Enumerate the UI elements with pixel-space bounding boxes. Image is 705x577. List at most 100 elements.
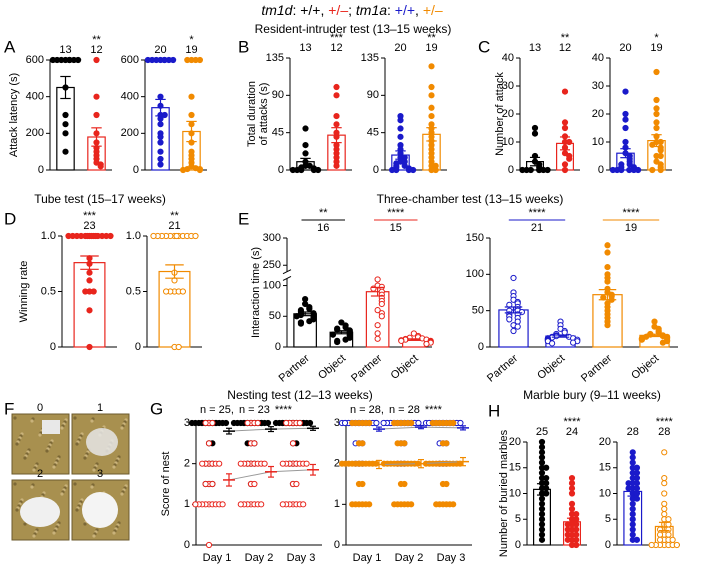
x-tick-label: Day 2 — [245, 552, 274, 564]
y-tick-label: 135 — [361, 52, 379, 64]
y-tick-label: 400 — [26, 91, 44, 103]
data-point — [629, 459, 636, 466]
n-label: 20 — [394, 42, 406, 54]
data-point — [380, 460, 388, 467]
error-bar — [529, 156, 541, 167]
data-point — [510, 274, 517, 282]
data-point — [653, 105, 660, 112]
x-tick-label: Object — [316, 352, 348, 382]
y-tick-label: 20 — [599, 436, 611, 448]
y-tick-label: 15 — [509, 462, 521, 474]
data-point — [633, 480, 641, 487]
data-point — [366, 419, 373, 427]
data-point — [302, 125, 309, 132]
data-point — [75, 56, 82, 64]
data-point — [244, 419, 251, 427]
data-point — [49, 56, 57, 64]
significance: **** — [528, 207, 546, 219]
data-point — [378, 313, 385, 320]
error-bar — [426, 127, 437, 142]
y-tick-label: 1 — [334, 498, 340, 510]
y-tick-label: 40 — [502, 52, 514, 64]
y-axis-label: Interaction time (s) — [250, 247, 262, 338]
data-point — [289, 440, 297, 447]
n-label: 25 — [536, 426, 548, 438]
data-point — [300, 501, 307, 508]
data-point — [626, 166, 633, 174]
panel-letter: E — [238, 209, 249, 228]
data-point — [661, 490, 668, 497]
data-point — [531, 130, 539, 137]
data-point — [657, 152, 664, 160]
data-point — [538, 505, 546, 513]
data-point — [510, 327, 517, 335]
data-point — [432, 166, 439, 174]
data-point — [543, 485, 550, 492]
axis-break — [282, 275, 292, 281]
header-part: , — [415, 2, 423, 18]
data-point — [374, 322, 381, 329]
y-tick-label: 200 — [26, 127, 44, 139]
photo-texture — [60, 492, 64, 496]
data-point — [564, 526, 571, 533]
data-point — [661, 505, 668, 513]
data-point — [219, 501, 226, 508]
data-point — [230, 419, 238, 427]
significance: **** — [275, 404, 293, 416]
error-bar — [155, 98, 166, 117]
y-tick-label: 100 — [466, 268, 484, 280]
error-bar — [60, 75, 71, 100]
y-tick-label: 0 — [38, 164, 44, 176]
data-point — [86, 269, 93, 276]
data-point — [196, 56, 203, 64]
y-tick-label: 50 — [472, 305, 484, 317]
y-tick-label: 10 — [502, 136, 514, 148]
y-tick-label: 135 — [266, 52, 284, 64]
data-point — [604, 322, 611, 329]
data-point — [306, 419, 314, 427]
error-bar — [645, 333, 664, 338]
data-point — [82, 288, 89, 295]
data-point — [538, 516, 546, 523]
photo-texture — [92, 534, 96, 538]
error-bar — [298, 311, 312, 317]
data-point — [84, 232, 91, 240]
section-title: Tube test (15–17 weeks) — [34, 192, 166, 206]
data-point — [443, 440, 450, 447]
y-tick-label: 0 — [508, 164, 514, 176]
data-point — [389, 166, 396, 174]
data-point — [653, 158, 660, 165]
data-point — [648, 541, 655, 549]
data-point — [349, 501, 356, 508]
n-label: 21 — [168, 220, 180, 232]
data-point — [665, 516, 672, 523]
photo-texture — [73, 416, 77, 420]
y-tick-label: 50 — [269, 310, 281, 322]
data-point — [372, 460, 380, 467]
data-point — [374, 307, 381, 314]
y-tick-label: 40 — [592, 52, 604, 64]
data-point — [378, 300, 385, 308]
significance: **** — [563, 416, 581, 428]
data-point — [568, 474, 576, 482]
data-point — [93, 111, 100, 119]
data-point — [157, 155, 164, 163]
data-point — [657, 166, 664, 174]
n-label: 13 — [529, 42, 541, 54]
data-point — [629, 526, 636, 533]
data-point — [401, 480, 408, 488]
data-point — [302, 150, 309, 157]
data-point — [649, 166, 656, 174]
data-point — [538, 510, 546, 518]
data-point — [188, 111, 195, 119]
x-tick-label: Partner — [349, 352, 385, 385]
n-label: 16 — [317, 222, 329, 234]
y-tick-label: 100 — [263, 279, 281, 291]
photo-texture — [83, 522, 87, 526]
data-point — [394, 440, 401, 447]
data-point — [289, 166, 296, 174]
significance: **** — [622, 207, 640, 219]
y-tick-label: 10 — [599, 487, 611, 499]
data-point — [150, 232, 157, 240]
photo-nest — [20, 497, 60, 527]
